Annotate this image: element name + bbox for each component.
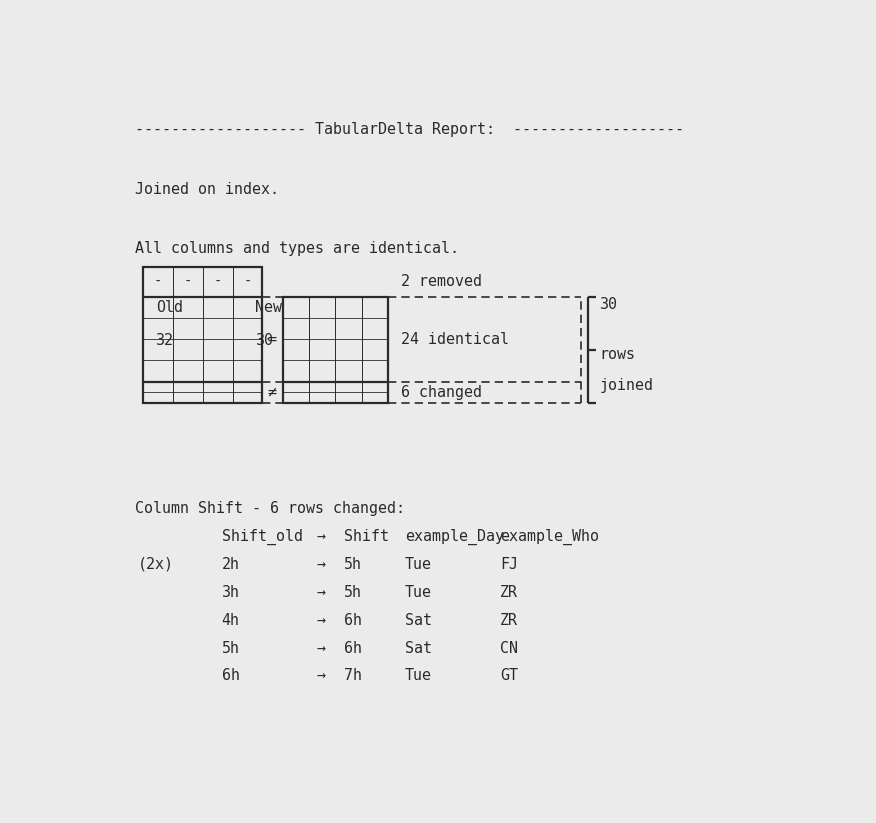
Text: Tue: Tue xyxy=(405,668,432,683)
Text: 6h: 6h xyxy=(343,640,362,656)
Text: 2 removed: 2 removed xyxy=(401,274,483,289)
Text: -: - xyxy=(244,275,251,289)
Text: Column Shift - 6 rows changed:: Column Shift - 6 rows changed: xyxy=(135,501,405,516)
Text: 32: 32 xyxy=(156,333,173,348)
Text: 6h: 6h xyxy=(222,668,239,683)
Text: Shift_old: Shift_old xyxy=(222,529,302,546)
Text: 24 identical: 24 identical xyxy=(401,332,510,346)
Text: 6h: 6h xyxy=(343,612,362,628)
Text: ------------------- TabularDelta Report:  -------------------: ------------------- TabularDelta Report:… xyxy=(135,122,683,137)
Text: 5h: 5h xyxy=(343,557,362,572)
Text: 30: 30 xyxy=(600,296,618,312)
Text: 4h: 4h xyxy=(222,612,239,628)
Text: (2x): (2x) xyxy=(138,557,174,572)
Text: Sat: Sat xyxy=(405,612,432,628)
Text: →: → xyxy=(316,557,326,572)
Text: 3h: 3h xyxy=(222,585,239,600)
Text: -: - xyxy=(154,275,162,289)
Text: Shift: Shift xyxy=(343,529,389,544)
Bar xyxy=(144,267,262,403)
Text: ZR: ZR xyxy=(500,585,518,600)
Text: Sat: Sat xyxy=(405,640,432,656)
Text: 5h: 5h xyxy=(222,640,239,656)
Text: →: → xyxy=(316,640,326,656)
Text: 6 changed: 6 changed xyxy=(401,385,483,400)
Text: Tue: Tue xyxy=(405,585,432,600)
Text: Tue: Tue xyxy=(405,557,432,572)
Text: 7h: 7h xyxy=(343,668,362,683)
Text: =: = xyxy=(268,332,277,346)
Text: FJ: FJ xyxy=(500,557,518,572)
Text: →: → xyxy=(316,612,326,628)
Text: All columns and types are identical.: All columns and types are identical. xyxy=(135,241,459,256)
Text: GT: GT xyxy=(500,668,518,683)
Text: Joined on index.: Joined on index. xyxy=(135,182,279,197)
Text: example_Day: example_Day xyxy=(405,529,504,546)
Text: CN: CN xyxy=(500,640,518,656)
Text: -: - xyxy=(214,275,222,289)
Text: ZR: ZR xyxy=(500,612,518,628)
Text: →: → xyxy=(316,585,326,600)
Bar xyxy=(283,296,388,403)
Text: →: → xyxy=(316,529,326,544)
Text: Old: Old xyxy=(156,300,183,315)
Text: example_Who: example_Who xyxy=(500,529,599,546)
Text: ≠: ≠ xyxy=(268,385,277,400)
Text: -: - xyxy=(184,275,192,289)
Text: joined: joined xyxy=(600,378,653,393)
Text: 2h: 2h xyxy=(222,557,239,572)
Text: rows: rows xyxy=(600,346,636,361)
Text: →: → xyxy=(316,668,326,683)
Text: 30: 30 xyxy=(256,333,273,348)
Text: 5h: 5h xyxy=(343,585,362,600)
Text: New: New xyxy=(256,300,282,315)
